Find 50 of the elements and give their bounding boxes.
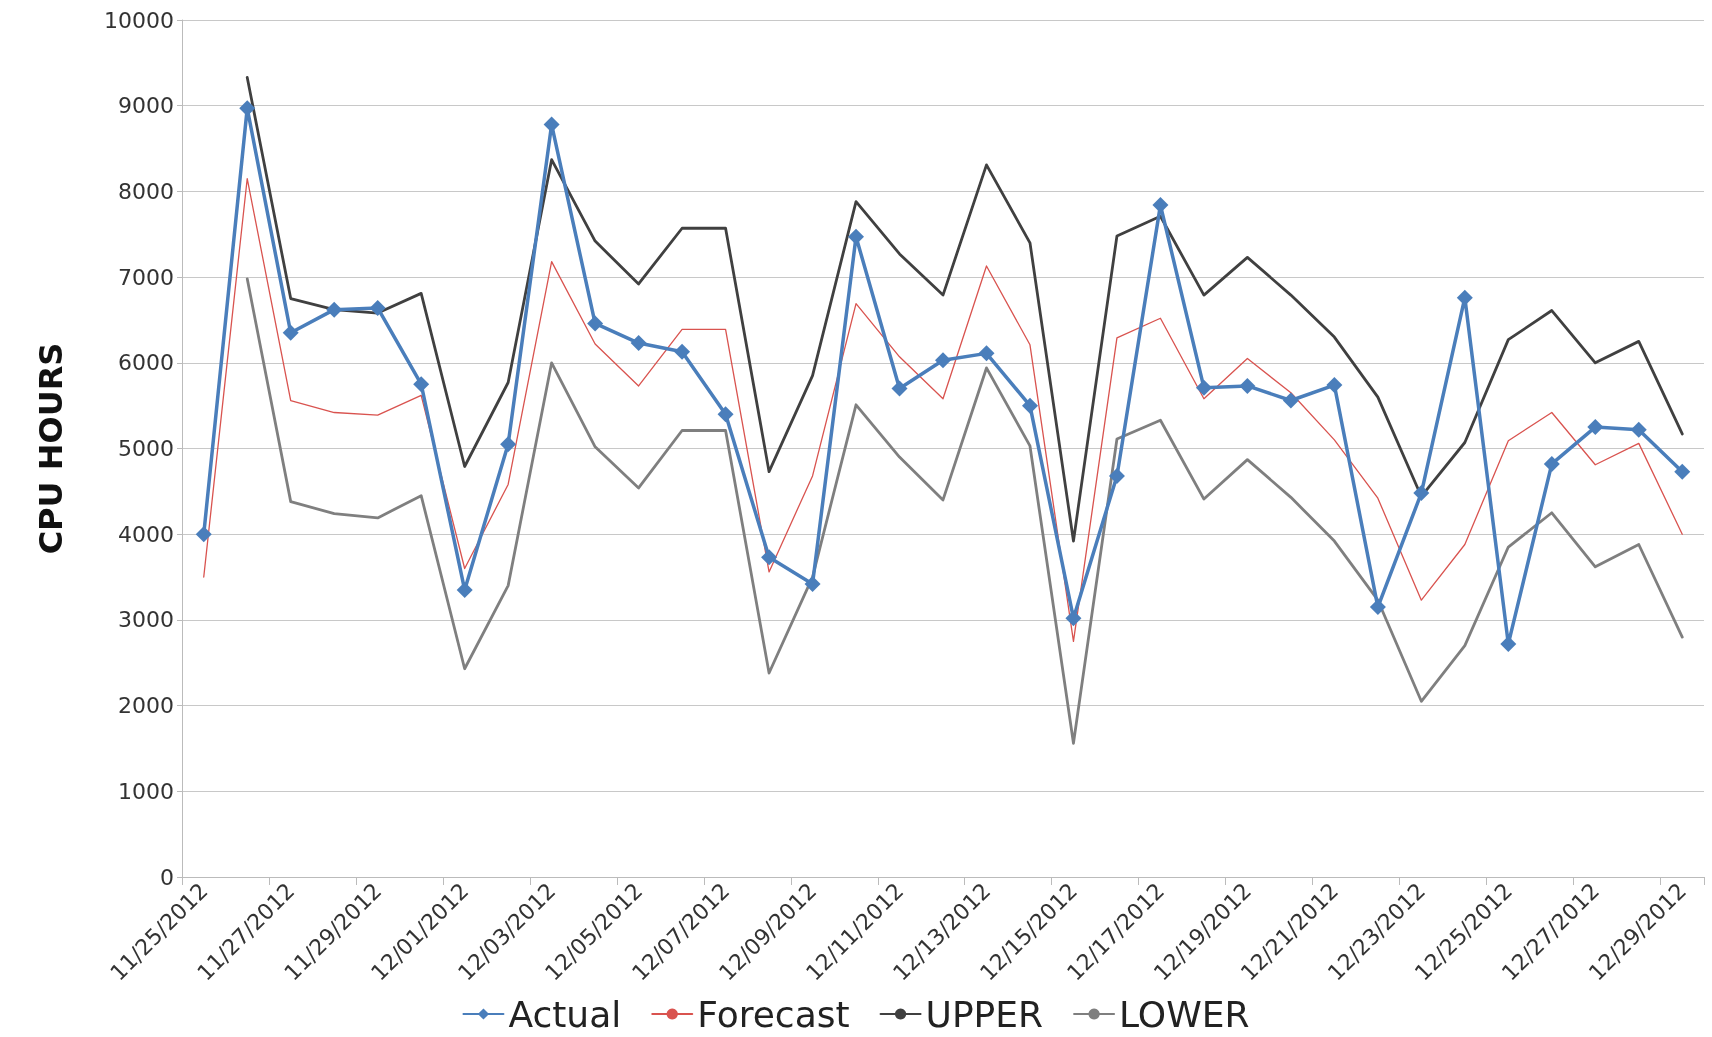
point (282, 324, 299, 341)
point (1021, 397, 1038, 414)
y-tick-label: 10000 (104, 7, 174, 33)
y-tick-label: 2000 (118, 693, 174, 719)
point (1326, 377, 1343, 394)
point (1369, 599, 1386, 616)
point (369, 299, 386, 316)
point (761, 549, 778, 566)
point (978, 345, 995, 362)
point (1239, 377, 1256, 394)
y-tick-label: 3000 (118, 607, 174, 633)
point (804, 575, 821, 592)
legend-label: LOWER (1119, 993, 1250, 1035)
point (1108, 467, 1125, 484)
legend-label: Actual (508, 993, 622, 1035)
point (1282, 392, 1299, 409)
y-tick-label: 6000 (118, 350, 174, 376)
point (717, 406, 734, 423)
line-series (245, 76, 1684, 543)
point (326, 301, 343, 318)
y-axis-title: CPU HOURS (32, 342, 70, 555)
point (891, 380, 908, 397)
y-tick-label: 1000 (118, 778, 174, 804)
y-tick-label: 0 (160, 864, 174, 890)
point (500, 436, 517, 453)
y-tick-label: 7000 (118, 264, 174, 290)
point (1413, 485, 1430, 502)
point (630, 335, 647, 352)
point (413, 376, 430, 393)
y-tick-label: 5000 (118, 436, 174, 461)
point (587, 315, 604, 332)
line-series (203, 177, 1683, 642)
point (848, 228, 865, 245)
point (935, 352, 951, 369)
y-tick-label: 9000 (118, 93, 174, 119)
point (1065, 610, 1082, 627)
point (456, 581, 473, 598)
point (1630, 421, 1647, 438)
point (1456, 289, 1473, 306)
point (674, 343, 691, 360)
point (1543, 455, 1560, 472)
legend-label: Forecast (697, 993, 850, 1035)
line-series (245, 277, 1684, 745)
y-tick-label: 8000 (118, 178, 174, 204)
point (1195, 379, 1212, 396)
point (1587, 419, 1604, 436)
y-tick-label: 4000 (118, 521, 174, 547)
legend-label: UPPER (925, 993, 1044, 1035)
point (195, 526, 212, 543)
point (1674, 463, 1691, 480)
